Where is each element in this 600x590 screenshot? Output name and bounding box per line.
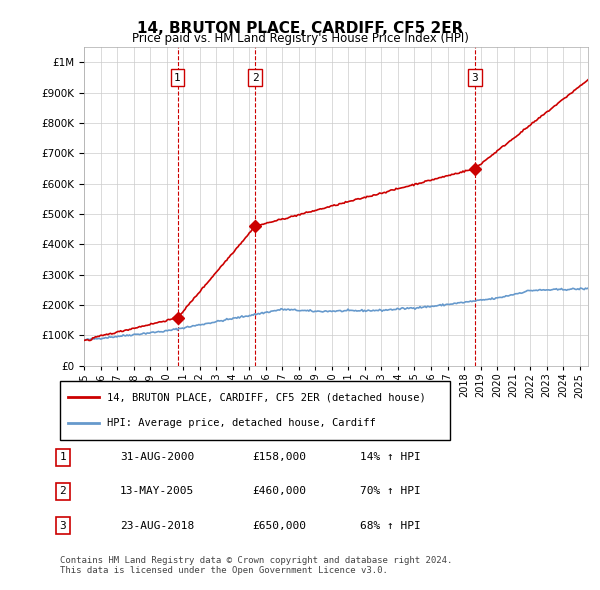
Text: 1: 1 [59,453,67,462]
Text: 3: 3 [59,521,67,530]
Text: £650,000: £650,000 [252,521,306,530]
Text: 13-MAY-2005: 13-MAY-2005 [120,487,194,496]
Text: Price paid vs. HM Land Registry's House Price Index (HPI): Price paid vs. HM Land Registry's House … [131,32,469,45]
Text: 14% ↑ HPI: 14% ↑ HPI [360,453,421,462]
Text: 68% ↑ HPI: 68% ↑ HPI [360,521,421,530]
Text: 1: 1 [174,73,181,83]
Text: Contains HM Land Registry data © Crown copyright and database right 2024.
This d: Contains HM Land Registry data © Crown c… [60,556,452,575]
Text: 70% ↑ HPI: 70% ↑ HPI [360,487,421,496]
Text: 3: 3 [472,73,478,83]
Text: 2: 2 [59,487,67,496]
Text: 14, BRUTON PLACE, CARDIFF, CF5 2ER: 14, BRUTON PLACE, CARDIFF, CF5 2ER [137,21,463,35]
Text: HPI: Average price, detached house, Cardiff: HPI: Average price, detached house, Card… [107,418,376,428]
FancyBboxPatch shape [60,381,450,440]
Text: 23-AUG-2018: 23-AUG-2018 [120,521,194,530]
Text: 31-AUG-2000: 31-AUG-2000 [120,453,194,462]
Text: £158,000: £158,000 [252,453,306,462]
Text: £460,000: £460,000 [252,487,306,496]
Text: 14, BRUTON PLACE, CARDIFF, CF5 2ER (detached house): 14, BRUTON PLACE, CARDIFF, CF5 2ER (deta… [107,392,425,402]
Text: 2: 2 [252,73,259,83]
